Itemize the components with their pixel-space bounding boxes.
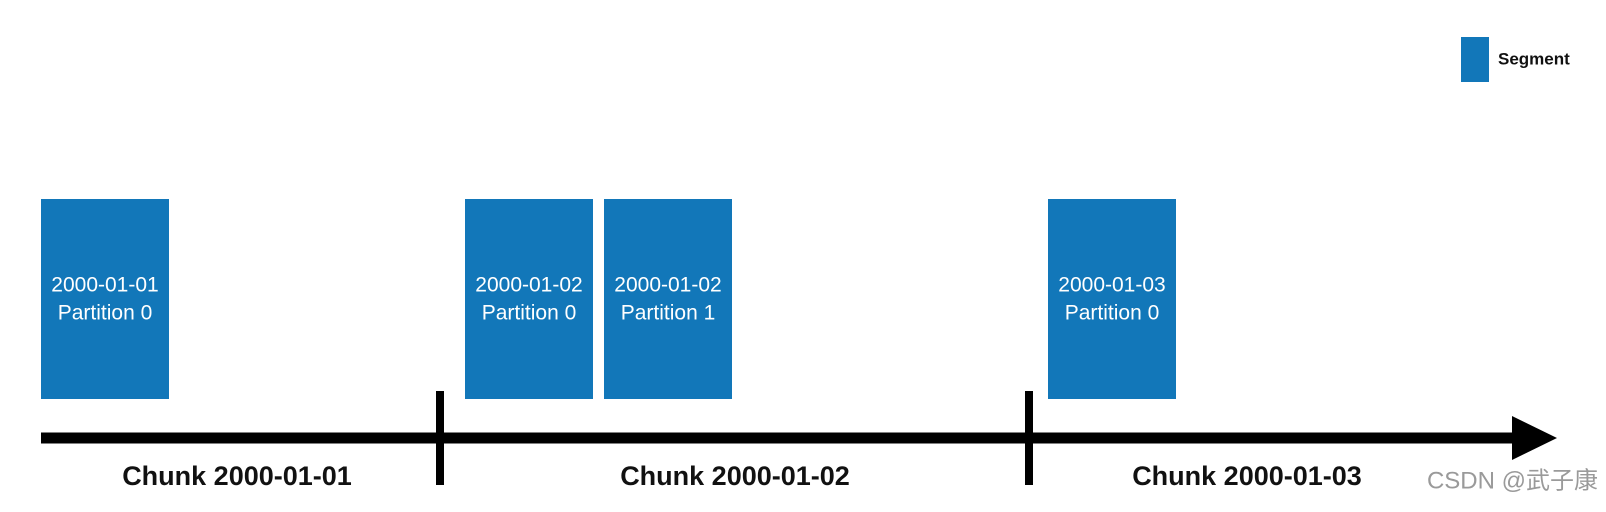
segment-date: 2000-01-02 bbox=[475, 274, 582, 297]
watermark: CSDN @武子康 bbox=[1427, 467, 1598, 494]
chunk-label: Chunk 2000-01-01 bbox=[122, 461, 352, 491]
legend-label: Segment bbox=[1498, 49, 1570, 68]
chunk-label: Chunk 2000-01-03 bbox=[1132, 461, 1362, 491]
segment-partition: Partition 0 bbox=[1065, 302, 1160, 325]
legend-swatch bbox=[1461, 37, 1489, 82]
segment-partition: Partition 1 bbox=[621, 302, 716, 325]
segment-date: 2000-01-01 bbox=[51, 274, 158, 297]
chunk-label: Chunk 2000-01-02 bbox=[620, 461, 850, 491]
segment-date: 2000-01-03 bbox=[1058, 274, 1165, 297]
segment-date: 2000-01-02 bbox=[614, 274, 721, 297]
arrow-head bbox=[1512, 416, 1557, 460]
segment-box bbox=[604, 199, 732, 399]
segment-box bbox=[41, 199, 169, 399]
segment-partition: Partition 0 bbox=[58, 302, 153, 325]
segment-partition: Partition 0 bbox=[482, 302, 577, 325]
segment-box bbox=[465, 199, 593, 399]
segment-box bbox=[1048, 199, 1176, 399]
